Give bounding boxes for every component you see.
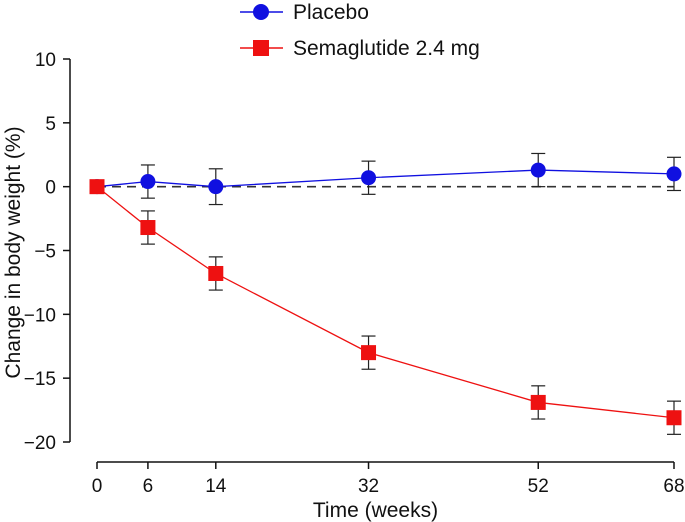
data-point (208, 265, 224, 281)
data-point (89, 179, 105, 195)
x-axis: 0 6 14 32 52 68 (92, 461, 685, 497)
x-tick-label: 0 (92, 476, 103, 497)
legend-label: Semaglutide 2.4 mg (293, 37, 480, 60)
x-tick-label: 14 (205, 476, 227, 497)
legend-item-2: Semaglutide 2.4 mg (240, 37, 480, 60)
series-1 (89, 152, 682, 206)
legend-item-1: Placebo (240, 1, 369, 24)
x-tick-label: 68 (663, 476, 684, 497)
y-tick-label: −15 (24, 369, 56, 390)
series-line (96, 186, 675, 419)
data-point (530, 394, 546, 410)
series-layer (89, 152, 682, 435)
y-tick-label: −20 (24, 433, 56, 454)
y-tick-label: −5 (34, 242, 56, 263)
data-point (666, 166, 682, 182)
y-tick-label: −10 (24, 305, 56, 326)
data-point (361, 345, 377, 361)
series-line (96, 169, 675, 188)
y-tick-label: 5 (45, 114, 56, 135)
legend-label: Placebo (293, 1, 369, 24)
data-point (530, 162, 546, 178)
x-tick-label: 52 (528, 476, 549, 497)
legend: Placebo Semaglutide 2.4 mg (240, 1, 480, 60)
y-axis: 10 5 0 −5 −10 −15 −20 (24, 50, 71, 454)
series-2 (89, 179, 682, 435)
x-axis-title: Time (weeks) (313, 499, 438, 522)
y-tick-label: 10 (35, 50, 56, 71)
data-point (208, 179, 224, 195)
legend-marker (253, 40, 269, 56)
data-point (140, 174, 156, 190)
y-axis-title: Change in body weight (%) (2, 126, 25, 378)
data-point (361, 170, 377, 186)
legend-marker (253, 4, 269, 20)
data-point (666, 410, 682, 426)
x-tick-label: 32 (358, 476, 379, 497)
y-tick-label: 0 (45, 178, 56, 199)
data-point (140, 220, 156, 236)
x-tick-label: 6 (143, 476, 154, 497)
